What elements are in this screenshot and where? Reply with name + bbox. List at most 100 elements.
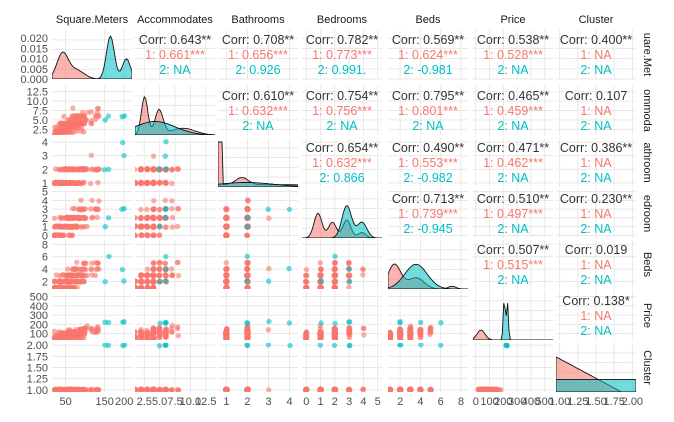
scatter-point: [156, 324, 162, 331]
scatter-point: [360, 325, 367, 332]
scatter-point: [151, 386, 157, 392]
panel-r3-c0: [52, 189, 132, 238]
scatter-point: [162, 197, 168, 203]
x-tick-label: 1.25: [567, 396, 588, 408]
scatter-point: [331, 285, 338, 289]
y-tick-label: 100: [30, 329, 48, 341]
scatter-point: [360, 266, 366, 272]
scatter-point: [69, 224, 75, 230]
scatter-point: [101, 167, 108, 173]
scatter-point: [119, 266, 126, 273]
corr-group1: 1: 0.459***: [483, 104, 543, 118]
scatter-point: [438, 343, 444, 348]
corr-overall: Corr: 0.465**: [477, 89, 549, 103]
x-tick-label: 4: [417, 396, 423, 408]
scatter-point: [135, 233, 139, 238]
corr-group2: 2: NA: [580, 222, 612, 236]
corr-group1: 1: 0.656***: [228, 48, 288, 62]
scatter-point: [169, 167, 175, 173]
scatter-point: [88, 266, 95, 272]
scatter-point: [79, 332, 85, 338]
scatter-point: [266, 215, 272, 221]
strip-top-label: Bathrooms: [231, 14, 285, 26]
y-tick-label: 0.015: [20, 43, 48, 55]
scatter-point: [244, 273, 251, 279]
scatter-point: [84, 272, 91, 279]
scatter-point: [92, 329, 98, 335]
scatter-point: [244, 336, 250, 340]
scatter-point: [331, 273, 338, 279]
scatter-point: [52, 278, 57, 285]
scatter-point: [61, 113, 67, 120]
strip-right-label: edroom: [641, 195, 653, 232]
scatter-point: [224, 272, 230, 278]
scatter-point: [162, 180, 169, 186]
panel-r4-c2: [218, 240, 298, 289]
scatter-point: [59, 334, 65, 340]
scatter-point: [144, 279, 150, 285]
corr-group1: 1: 0.632***: [228, 104, 288, 118]
scatter-point: [223, 206, 229, 212]
scatter-point: [138, 206, 144, 213]
scatter-point: [138, 336, 144, 340]
corr-group1: 1: 0.553***: [398, 156, 458, 170]
corr-overall: Corr: 0.510**: [477, 192, 549, 206]
scatter-point: [266, 278, 272, 284]
scatter-point: [174, 259, 181, 266]
scatter-point: [162, 260, 168, 267]
scatter-point: [317, 343, 323, 348]
density-group2: [302, 205, 382, 238]
scatter-point: [169, 206, 175, 212]
scatter-point: [304, 334, 310, 340]
corr-group2: 2: 0.991.: [318, 63, 367, 77]
corr-overall: Corr: 0.754**: [306, 89, 378, 103]
scatter-point: [69, 284, 76, 289]
scatter-point: [68, 214, 75, 221]
corr-overall: Corr: 0.795**: [392, 89, 464, 103]
panel-r1-c4: Corr: 0.795**1: 0.801***2: NA: [388, 86, 468, 135]
corr-group1: 1: NA: [580, 48, 612, 62]
panel-r3-c1: [135, 189, 215, 238]
scatter-point: [175, 206, 182, 212]
corr-overall: Corr: 0.138*: [562, 294, 630, 308]
corr-overall: Corr: 0.782**: [306, 33, 378, 47]
corr-group2: 2: NA: [497, 222, 529, 236]
scatter-point: [96, 198, 102, 204]
panel-r6-c0: [52, 343, 132, 392]
panel-r6-c5: [473, 343, 553, 392]
density-group2: [556, 378, 636, 392]
scatter-point: [175, 333, 181, 339]
scatter-point: [286, 320, 293, 326]
scatter-point: [224, 214, 230, 221]
panel-r4-c5: Corr: 0.507**1: 0.515***2: NA: [473, 240, 553, 289]
panel-r0-c6: Corr: 0.400**1: NA2: NA: [556, 30, 636, 80]
corr-overall: Corr: 0.643**: [139, 33, 211, 47]
scatter-point: [318, 329, 324, 335]
scatter-point: [79, 387, 85, 392]
scatter-point: [135, 166, 138, 173]
scatter-point: [60, 285, 66, 289]
scatter-point: [417, 330, 423, 337]
panel-r0-c1: Corr: 0.643**1: 0.661***2: NA: [135, 30, 215, 80]
scatter-point: [397, 336, 403, 340]
scatter-point: [150, 284, 156, 289]
panel-r6-c4: [388, 343, 468, 392]
scatter-point: [332, 279, 338, 285]
y-tick-label: 1.00: [27, 385, 48, 397]
scatter-point: [175, 272, 182, 279]
scatter-point: [69, 131, 75, 135]
scatter-point: [88, 152, 95, 158]
scatter-point: [135, 337, 138, 340]
corr-group1: 1: NA: [580, 104, 612, 118]
scatter-point: [135, 329, 138, 335]
strip-top-label: Bedrooms: [317, 14, 368, 26]
scatter-point: [95, 105, 102, 112]
scatter-point: [59, 224, 65, 230]
scatter-point: [52, 335, 57, 340]
y-tick-label: 1.75: [27, 351, 48, 363]
scatter-point: [102, 279, 108, 285]
panel-r3-c3: [302, 189, 382, 238]
scatter-point: [151, 206, 157, 212]
corr-group1: 1: 0.756***: [312, 104, 372, 118]
y-tick-label: 1.50: [27, 363, 48, 375]
